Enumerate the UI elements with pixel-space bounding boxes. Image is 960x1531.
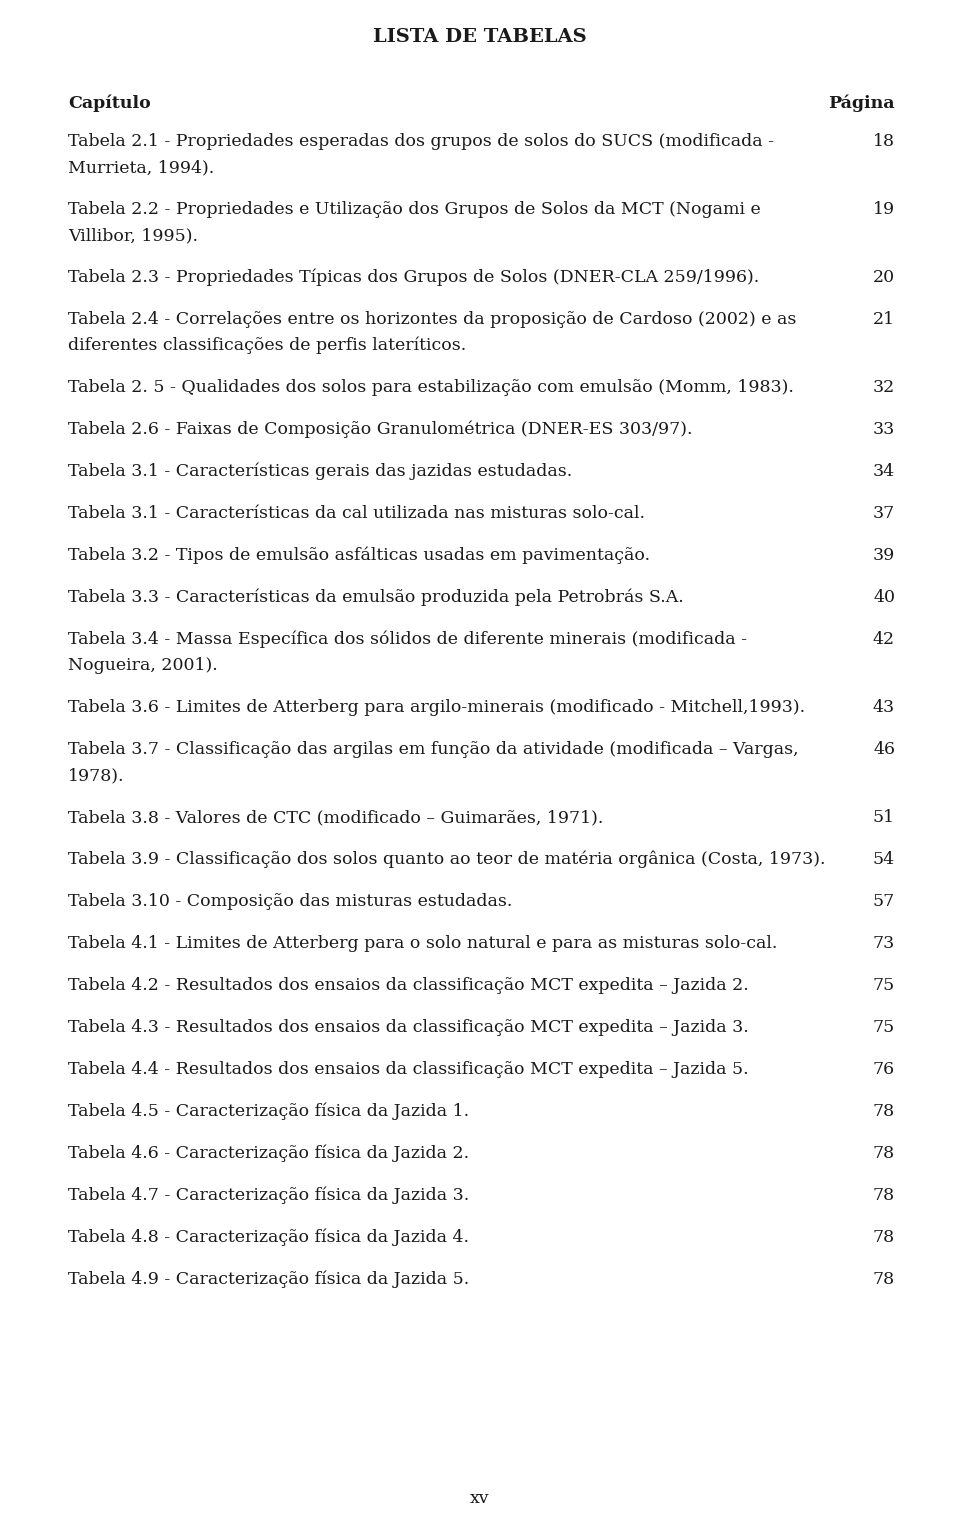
Text: 57: 57 <box>873 893 895 909</box>
Text: 78: 78 <box>873 1229 895 1246</box>
Text: Villibor, 1995).: Villibor, 1995). <box>68 227 198 243</box>
Text: 19: 19 <box>873 201 895 217</box>
Text: LISTA DE TABELAS: LISTA DE TABELAS <box>373 28 587 46</box>
Text: Tabela 2.1 - Propriedades esperadas dos grupos de solos do SUCS (modificada -: Tabela 2.1 - Propriedades esperadas dos … <box>68 133 774 150</box>
Text: 37: 37 <box>873 505 895 522</box>
Text: Tabela 2. 5 - Qualidades dos solos para estabilização com emulsão (Momm, 1983).: Tabela 2. 5 - Qualidades dos solos para … <box>68 380 794 397</box>
Text: 78: 78 <box>873 1145 895 1162</box>
Text: 18: 18 <box>873 133 895 150</box>
Text: 78: 78 <box>873 1102 895 1121</box>
Text: 34: 34 <box>873 462 895 481</box>
Text: Tabela 4.4 - Resultados dos ensaios da classificação MCT expedita – Jazida 5.: Tabela 4.4 - Resultados dos ensaios da c… <box>68 1061 749 1078</box>
Text: diferentes classificações de perfis lateríticos.: diferentes classificações de perfis late… <box>68 337 467 355</box>
Text: Tabela 4.5 - Caracterização física da Jazida 1.: Tabela 4.5 - Caracterização física da Ja… <box>68 1102 469 1121</box>
Text: 40: 40 <box>873 589 895 606</box>
Text: Tabela 2.2 - Propriedades e Utilização dos Grupos de Solos da MCT (Nogami e: Tabela 2.2 - Propriedades e Utilização d… <box>68 201 760 217</box>
Text: 75: 75 <box>873 1020 895 1036</box>
Text: 54: 54 <box>873 851 895 868</box>
Text: 75: 75 <box>873 977 895 994</box>
Text: 78: 78 <box>873 1271 895 1288</box>
Text: 42: 42 <box>873 631 895 648</box>
Text: Tabela 3.9 - Classificação dos solos quanto ao teor de matéria orgânica (Costa, : Tabela 3.9 - Classificação dos solos qua… <box>68 851 826 868</box>
Text: 32: 32 <box>873 380 895 397</box>
Text: Tabela 4.6 - Caracterização física da Jazida 2.: Tabela 4.6 - Caracterização física da Ja… <box>68 1145 469 1162</box>
Text: Capítulo: Capítulo <box>68 95 151 112</box>
Text: Tabela 3.7 - Classificação das argilas em função da atividade (modificada – Varg: Tabela 3.7 - Classificação das argilas e… <box>68 741 799 758</box>
Text: xv: xv <box>470 1490 490 1507</box>
Text: Página: Página <box>828 95 895 112</box>
Text: Murrieta, 1994).: Murrieta, 1994). <box>68 159 214 176</box>
Text: Tabela 4.8 - Caracterização física da Jazida 4.: Tabela 4.8 - Caracterização física da Ja… <box>68 1229 469 1246</box>
Text: Tabela 3.6 - Limites de Atterberg para argilo-minerais (modificado - Mitchell,19: Tabela 3.6 - Limites de Atterberg para a… <box>68 700 805 717</box>
Text: 46: 46 <box>873 741 895 758</box>
Text: Tabela 3.1 - Características gerais das jazidas estudadas.: Tabela 3.1 - Características gerais das … <box>68 462 572 481</box>
Text: 33: 33 <box>873 421 895 438</box>
Text: Tabela 4.2 - Resultados dos ensaios da classificação MCT expedita – Jazida 2.: Tabela 4.2 - Resultados dos ensaios da c… <box>68 977 749 994</box>
Text: 1978).: 1978). <box>68 767 125 784</box>
Text: Tabela 4.3 - Resultados dos ensaios da classificação MCT expedita – Jazida 3.: Tabela 4.3 - Resultados dos ensaios da c… <box>68 1020 749 1036</box>
Text: Tabela 3.1 - Características da cal utilizada nas misturas solo-cal.: Tabela 3.1 - Características da cal util… <box>68 505 645 522</box>
Text: Nogueira, 2001).: Nogueira, 2001). <box>68 657 218 674</box>
Text: Tabela 3.4 - Massa Específica dos sólidos de diferente minerais (modificada -: Tabela 3.4 - Massa Específica dos sólido… <box>68 631 747 649</box>
Text: Tabela 2.6 - Faixas de Composição Granulométrica (DNER-ES 303/97).: Tabela 2.6 - Faixas de Composição Granul… <box>68 421 692 438</box>
Text: Tabela 3.3 - Características da emulsão produzida pela Petrobrás S.A.: Tabela 3.3 - Características da emulsão … <box>68 589 684 606</box>
Text: 20: 20 <box>873 269 895 286</box>
Text: Tabela 2.3 - Propriedades Típicas dos Grupos de Solos (DNER-CLA 259/1996).: Tabela 2.3 - Propriedades Típicas dos Gr… <box>68 269 759 286</box>
Text: Tabela 3.2 - Tipos de emulsão asfálticas usadas em pavimentação.: Tabela 3.2 - Tipos de emulsão asfálticas… <box>68 547 650 565</box>
Text: Tabela 4.1 - Limites de Atterberg para o solo natural e para as misturas solo-ca: Tabela 4.1 - Limites de Atterberg para o… <box>68 935 778 952</box>
Text: 21: 21 <box>873 311 895 328</box>
Text: 43: 43 <box>873 700 895 717</box>
Text: 76: 76 <box>873 1061 895 1078</box>
Text: Tabela 3.8 - Valores de CTC (modificado – Guimarães, 1971).: Tabela 3.8 - Valores de CTC (modificado … <box>68 808 604 827</box>
Text: 78: 78 <box>873 1187 895 1203</box>
Text: 39: 39 <box>873 547 895 563</box>
Text: Tabela 4.9 - Caracterização física da Jazida 5.: Tabela 4.9 - Caracterização física da Ja… <box>68 1271 469 1289</box>
Text: Tabela 2.4 - Correlações entre os horizontes da proposição de Cardoso (2002) e a: Tabela 2.4 - Correlações entre os horizo… <box>68 311 797 328</box>
Text: 73: 73 <box>873 935 895 952</box>
Text: 51: 51 <box>873 808 895 827</box>
Text: Tabela 4.7 - Caracterização física da Jazida 3.: Tabela 4.7 - Caracterização física da Ja… <box>68 1187 469 1205</box>
Text: Tabela 3.10 - Composição das misturas estudadas.: Tabela 3.10 - Composição das misturas es… <box>68 893 513 909</box>
